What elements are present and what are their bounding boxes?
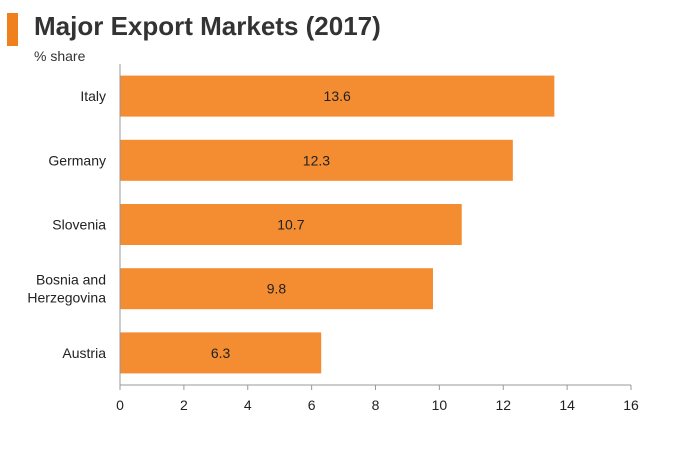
x-tick-label: 4 — [244, 397, 252, 413]
bar — [120, 139, 513, 181]
bar — [120, 268, 433, 310]
chart-title: Major Export Markets (2017) — [34, 11, 381, 41]
x-tick-label: 14 — [559, 397, 575, 413]
bar-value-label: 13.6 — [324, 88, 351, 104]
bar-value-label: 10.7 — [277, 217, 304, 233]
axes-layer — [119, 64, 632, 390]
category-label: Germany — [48, 152, 106, 168]
bar-value-label: 9.8 — [267, 281, 287, 297]
x-tick-label: 10 — [432, 397, 448, 413]
x-tick-label: 8 — [372, 397, 380, 413]
title-accent-bar — [7, 13, 18, 46]
labels-layer: 13.6 Italy 12.3 Germany 10.7 Slovenia 9.8 Bosni… — [27, 88, 639, 413]
x-tick-label: 6 — [308, 397, 316, 413]
category-label: Italy — [80, 88, 106, 104]
category-label: Herzegovina — [27, 290, 106, 306]
category-label: Bosnia and — [36, 272, 106, 288]
x-tick-label: 0 — [116, 397, 124, 413]
chart-subtitle: % share — [34, 48, 86, 64]
category-label: Slovenia — [52, 217, 106, 233]
bar — [120, 332, 322, 374]
bar-value-label: 6.3 — [211, 345, 231, 361]
bar-value-label: 12.3 — [303, 152, 330, 168]
x-tick-label: 16 — [623, 397, 639, 413]
x-tick-label: 2 — [180, 397, 188, 413]
bar — [120, 204, 462, 245]
category-label: Austria — [62, 345, 106, 361]
bar — [120, 75, 555, 117]
x-tick-label: 12 — [495, 397, 511, 413]
bars-layer — [120, 75, 555, 374]
